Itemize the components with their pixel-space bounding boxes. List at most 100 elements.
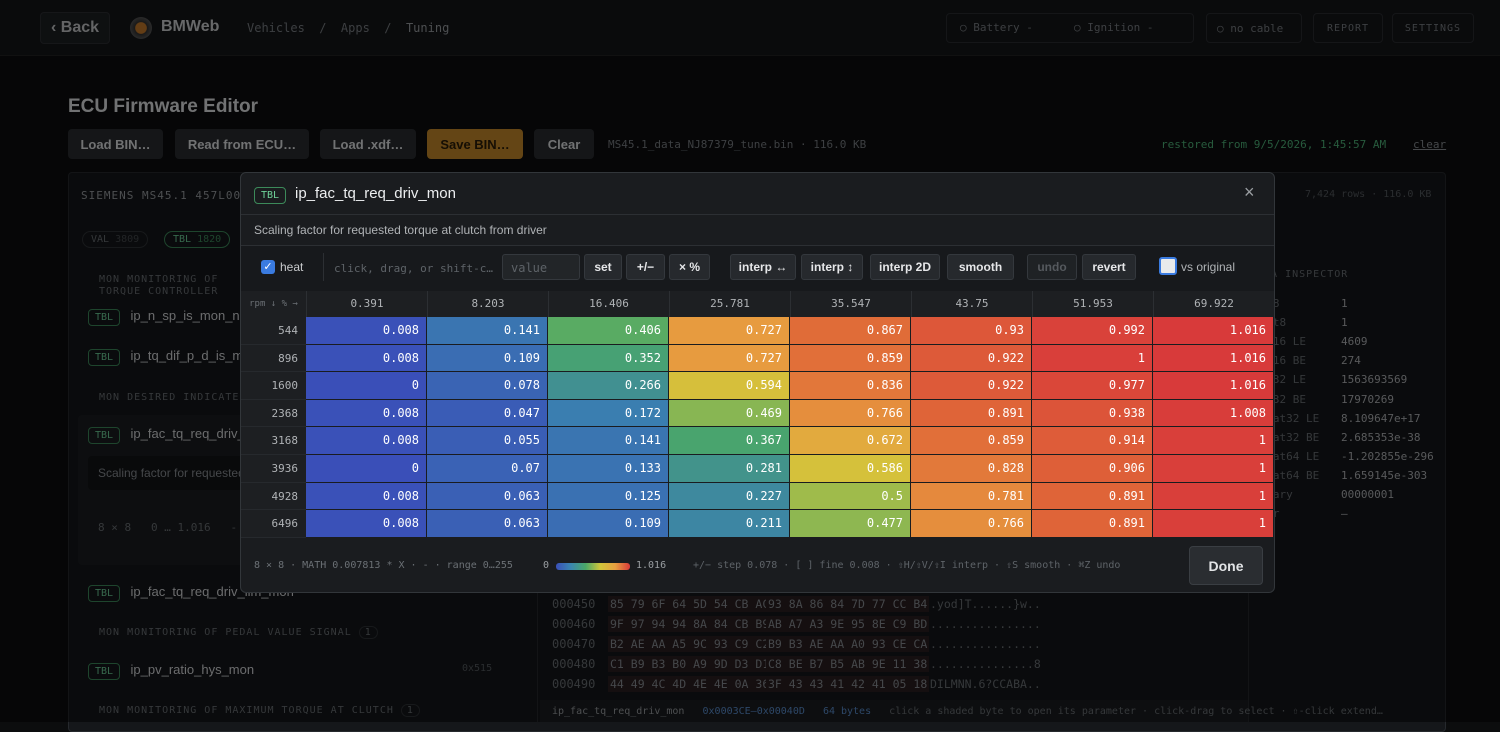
heat-cell[interactable]: 1 — [1153, 482, 1274, 511]
column-header: 43.75 — [911, 291, 1032, 317]
heat-cell[interactable]: 0 — [306, 372, 427, 400]
heat-cell[interactable]: 0.008 — [306, 482, 427, 511]
tool-button[interactable]: undo — [1027, 254, 1077, 280]
heat-cell[interactable]: 0.406 — [548, 317, 669, 345]
heat-cell[interactable]: 0.008 — [306, 344, 427, 373]
heat-cell[interactable]: 0.586 — [790, 455, 911, 483]
compare-label: vs original — [1181, 260, 1236, 274]
heat-cell[interactable]: 0.672 — [790, 427, 911, 455]
heat-cell[interactable]: 0.367 — [669, 427, 790, 455]
heat-cell[interactable]: 0.063 — [427, 482, 548, 511]
heat-cell[interactable]: 1 — [1153, 455, 1274, 483]
heat-cell[interactable]: 0.859 — [911, 427, 1032, 455]
toolbar-sep — [241, 245, 1274, 246]
compare-checkbox[interactable] — [1159, 257, 1177, 275]
row-header: 6496 — [241, 510, 306, 538]
legend-max: 1.016 — [636, 560, 667, 571]
heat-cell[interactable]: 0.047 — [427, 399, 548, 428]
tool-button[interactable]: interp 2D — [870, 254, 940, 280]
heat-cell[interactable]: 0.008 — [306, 510, 427, 538]
heat-cell[interactable]: 1.016 — [1153, 344, 1274, 373]
heat-cell[interactable]: 0.141 — [427, 317, 548, 345]
heat-cell[interactable]: 0.352 — [548, 344, 669, 373]
heat-cell[interactable]: 0.727 — [669, 317, 790, 345]
heat-cell[interactable]: 0.594 — [669, 372, 790, 400]
tool-button[interactable]: interp ↕ — [801, 254, 863, 280]
heat-cell[interactable]: 0.109 — [427, 344, 548, 373]
heat-cell[interactable]: 0.93 — [911, 317, 1032, 345]
heat-cell[interactable]: 0.07 — [427, 455, 548, 483]
heat-cell[interactable]: 0.141 — [548, 427, 669, 455]
heat-cell[interactable]: 0.836 — [790, 372, 911, 400]
heat-cell[interactable]: 0.008 — [306, 317, 427, 345]
heat-cell[interactable]: 0.781 — [911, 482, 1032, 511]
heat-cell[interactable]: 0.766 — [790, 399, 911, 428]
heat-cell[interactable]: 0.914 — [1032, 427, 1153, 455]
heat-cell[interactable]: 0.125 — [548, 482, 669, 511]
heat-cell[interactable]: 0.727 — [669, 344, 790, 373]
heat-cell[interactable]: 0.867 — [790, 317, 911, 345]
heat-cell[interactable]: 0.055 — [427, 427, 548, 455]
heat-cell[interactable]: 0 — [306, 455, 427, 483]
footer-hints: +/− step 0.078 · [ ] fine 0.008 · ⇧H/⇧V/… — [693, 560, 1121, 571]
column-header: 35.547 — [790, 291, 911, 317]
heat-cell[interactable]: 0.211 — [669, 510, 790, 538]
value-input[interactable]: value — [502, 254, 580, 280]
heat-cell[interactable]: 0.109 — [548, 510, 669, 538]
heat-cell[interactable]: 0.008 — [306, 399, 427, 428]
tool-button[interactable]: +/− — [626, 254, 665, 280]
heat-cell[interactable]: 0.906 — [1032, 455, 1153, 483]
heat-cell[interactable]: 1.016 — [1153, 317, 1274, 345]
heat-cell[interactable]: 1 — [1032, 344, 1153, 373]
heat-cell[interactable]: 0.922 — [911, 372, 1032, 400]
heat-cell[interactable]: 1.016 — [1153, 372, 1274, 400]
heat-cell[interactable]: 0.172 — [548, 399, 669, 428]
heat-cell[interactable]: 0.078 — [427, 372, 548, 400]
tool-button[interactable]: interp ↔ — [730, 254, 796, 280]
column-header: 25.781 — [669, 291, 790, 317]
selection-hint: click, drag, or shift-c… — [323, 253, 497, 281]
heat-cell[interactable]: 0.938 — [1032, 399, 1153, 428]
heat-cell[interactable]: 0.922 — [911, 344, 1032, 373]
close-button[interactable]: × — [1244, 182, 1255, 202]
tool-button[interactable]: set — [584, 254, 622, 280]
heat-cell[interactable]: 0.008 — [306, 427, 427, 455]
heat-cell[interactable]: 0.5 — [790, 482, 911, 511]
row-header: 3936 — [241, 455, 306, 483]
row-header: 896 — [241, 344, 306, 373]
heat-cell[interactable]: 0.477 — [790, 510, 911, 538]
heat-cell[interactable]: 0.281 — [669, 455, 790, 483]
column-header: 0.391 — [306, 291, 427, 317]
heat-cell[interactable]: 0.227 — [669, 482, 790, 511]
heat-cell[interactable]: 0.063 — [427, 510, 548, 538]
modal-title: ip_fac_tq_req_driv_mon — [295, 185, 456, 202]
column-header: 8.203 — [427, 291, 548, 317]
heat-cell[interactable]: 0.992 — [1032, 317, 1153, 345]
modal-header-sep — [241, 214, 1274, 215]
heat-cell[interactable]: 0.977 — [1032, 372, 1153, 400]
heat-cell[interactable]: 0.469 — [669, 399, 790, 428]
heat-cell[interactable]: 1.008 — [1153, 399, 1274, 428]
heat-cell[interactable]: 0.891 — [911, 399, 1032, 428]
heat-cell[interactable]: 0.828 — [911, 455, 1032, 483]
heat-cell[interactable]: 0.859 — [790, 344, 911, 373]
heat-cell[interactable]: 0.266 — [548, 372, 669, 400]
heat-cell[interactable]: 0.133 — [548, 455, 669, 483]
heat-cell[interactable]: 1 — [1153, 427, 1274, 455]
heat-cell[interactable]: 0.891 — [1032, 510, 1153, 538]
heat-checkbox[interactable]: ✓ — [261, 260, 275, 274]
tool-button[interactable]: smooth — [947, 254, 1014, 280]
done-button[interactable]: Done — [1189, 546, 1263, 585]
row-header: 3168 — [241, 427, 306, 455]
row-header: 4928 — [241, 482, 306, 511]
modal-badge-wrap: TBL — [254, 185, 287, 204]
tool-button[interactable]: revert — [1082, 254, 1136, 280]
legend-min: 0 — [543, 560, 550, 571]
heat-cell[interactable]: 0.891 — [1032, 482, 1153, 511]
tool-button[interactable]: × % — [669, 254, 710, 280]
row-header: 2368 — [241, 399, 306, 428]
heat-cell[interactable]: 0.766 — [911, 510, 1032, 538]
row-header: 1600 — [241, 372, 306, 400]
heat-cell[interactable]: 1 — [1153, 510, 1274, 538]
